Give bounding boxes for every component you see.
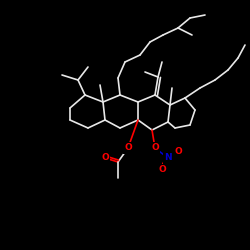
Text: O: O xyxy=(124,144,132,152)
Text: O: O xyxy=(151,144,159,152)
Text: O: O xyxy=(101,154,109,162)
Text: O: O xyxy=(174,148,182,156)
Text: O: O xyxy=(158,166,166,174)
Text: N: N xyxy=(164,154,172,162)
